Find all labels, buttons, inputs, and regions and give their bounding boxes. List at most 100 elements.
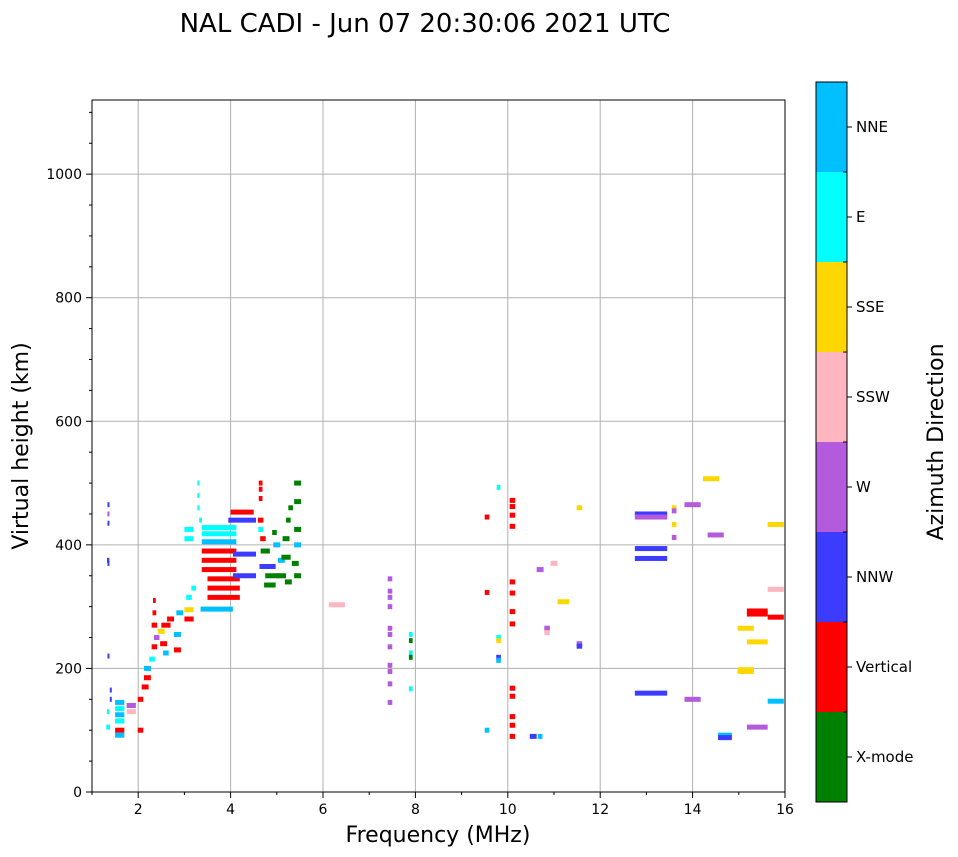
echo-point-nne: [496, 657, 501, 663]
echo-point-sse: [737, 625, 754, 631]
echo-point-nnw: [496, 654, 501, 660]
colorbar-label: SSW: [856, 388, 890, 406]
colorbar-label: W: [856, 478, 871, 496]
x-tick-label: 10: [499, 802, 517, 818]
echo-point-w: [387, 594, 393, 600]
echo-point-ssw: [550, 560, 558, 566]
echo-point-e: [107, 709, 110, 715]
echo-point-vertical: [509, 512, 516, 518]
echo-point-e: [191, 585, 196, 591]
echo-point-vertical: [167, 616, 175, 622]
echo-point-nnw: [109, 687, 112, 693]
colorbar-label: X-mode: [856, 748, 913, 766]
colorbar-swatch: [816, 442, 847, 532]
echo-point-w: [387, 625, 393, 631]
echo-point-e: [408, 631, 413, 637]
colorbar-label: SSE: [856, 298, 885, 316]
echo-point-vertical: [509, 621, 516, 627]
echo-point-e: [197, 480, 200, 486]
colorbar: X-mode Vertical NNW W SSW SSE E NNE: [815, 81, 913, 803]
echo-point-vertical: [258, 496, 263, 502]
x-tick-label: 8: [411, 802, 420, 818]
echo-point-vertical: [258, 480, 263, 486]
echo-point-e: [186, 594, 192, 600]
echo-point-vertical: [509, 590, 516, 596]
echo-point-vertical: [201, 557, 237, 563]
y-tick-label: 200: [55, 661, 82, 677]
echo-point-nnw: [259, 563, 276, 569]
echo-point-vertical: [184, 616, 194, 622]
echo-point-w: [671, 534, 677, 540]
echo-point-vertical: [207, 585, 240, 591]
echo-point-vertical: [174, 647, 181, 653]
echo-point-nnw: [634, 546, 668, 552]
echo-point-x-mode: [284, 579, 292, 585]
echo-point-e: [197, 492, 200, 498]
echo-point-vertical: [160, 641, 168, 647]
axis-ticks: 2 4 6 8 10 12 14 16 0 200 400 600 800 1000: [46, 111, 794, 818]
colorbar-title: Azimuth Direction: [924, 343, 949, 540]
echo-point-ssw: [126, 709, 136, 715]
colorbar-swatch: [816, 532, 847, 622]
echo-point-w: [684, 502, 701, 508]
echo-point-x-mode: [288, 505, 293, 511]
echo-point-nne: [143, 665, 151, 671]
echo-point-nnw: [529, 733, 537, 739]
echo-point-vertical: [509, 504, 516, 510]
echo-point-vertical: [260, 536, 266, 542]
y-axis-label: Virtual height (km): [9, 342, 34, 549]
y-tick-label: 1000: [46, 167, 82, 183]
echo-point-e: [115, 718, 125, 724]
echo-point-nnw: [232, 573, 257, 579]
echo-point-nnw: [107, 520, 110, 526]
echo-point-nnw: [107, 502, 110, 508]
echo-point-nne: [537, 733, 543, 739]
echo-point-nne: [294, 542, 302, 548]
echo-point-nnw: [107, 557, 110, 563]
chart-title: NAL CADI - Jun 07 20:30:06 2021 UTC: [180, 9, 671, 39]
echo-point-vertical: [509, 722, 516, 728]
colorbar-label: NNW: [856, 568, 893, 586]
echo-point-nne: [273, 542, 281, 548]
echo-point-vertical: [152, 597, 156, 603]
echo-point-x-mode: [291, 560, 299, 566]
echo-point-ssw: [767, 586, 784, 592]
echo-point-w: [387, 699, 393, 705]
echo-point-x-mode: [281, 554, 291, 560]
echo-point-nnw: [576, 643, 583, 649]
echo-point-vertical: [151, 622, 158, 628]
echo-point-nne: [115, 712, 125, 718]
echo-point-x-mode: [294, 480, 302, 486]
y-tick-label: 800: [55, 291, 82, 307]
echo-point-ssw: [544, 630, 550, 636]
echo-point-x-mode: [264, 582, 276, 588]
echo-point-w: [536, 567, 544, 573]
echo-point-vertical: [509, 579, 516, 585]
echo-point-vertical: [746, 611, 768, 617]
y-tick-label: 600: [55, 414, 82, 430]
echo-point-w: [387, 631, 393, 637]
echo-point-x-mode: [408, 654, 413, 660]
echo-point-w: [387, 644, 393, 650]
echo-point-e: [197, 505, 200, 511]
colorbar-label: Vertical: [856, 658, 912, 676]
x-tick-label: 2: [134, 802, 143, 818]
echo-point-vertical: [509, 523, 516, 529]
x-tick-label: 12: [591, 802, 609, 818]
echo-point-x-mode: [265, 573, 280, 579]
colorbar-swatch: [816, 262, 847, 352]
echo-point-vertical: [509, 497, 516, 503]
echo-point-vertical: [509, 733, 516, 739]
echo-point-vertical: [207, 594, 240, 600]
echo-point-x-mode: [294, 526, 302, 532]
echo-point-sse: [746, 639, 768, 645]
echo-point-e: [184, 536, 194, 542]
echo-point-nnw: [634, 511, 668, 517]
echo-point-x-mode: [272, 530, 277, 535]
echo-point-e: [408, 650, 413, 656]
echo-point-vertical: [161, 622, 171, 628]
echo-point-sse: [737, 669, 754, 675]
echo-points: [106, 476, 784, 741]
echo-point-nne: [115, 732, 125, 738]
